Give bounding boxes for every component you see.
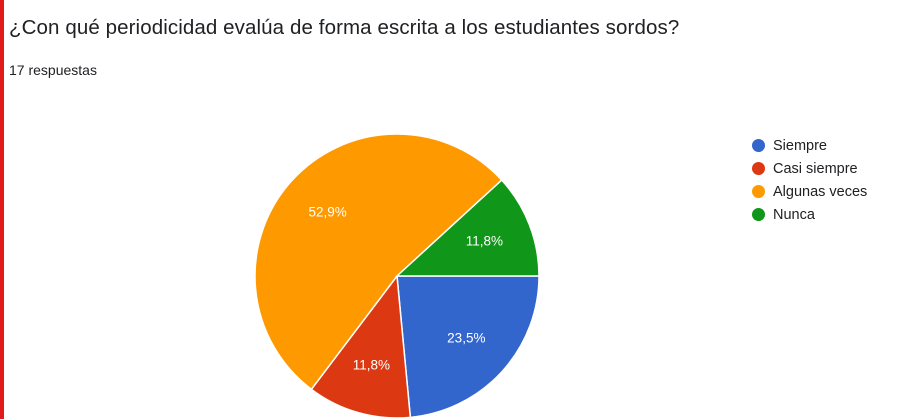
legend-swatch bbox=[752, 208, 765, 221]
question-title: ¿Con qué periodicidad evalúa de forma es… bbox=[9, 16, 680, 39]
pie-slice-casi-siempre[interactable] bbox=[310, 274, 412, 419]
slice-label-nunca: 11,8% bbox=[466, 234, 503, 249]
chart-legend: Siempre Casi siempre Algunas veces Nunca bbox=[752, 134, 867, 226]
legend-item-casi-siempre[interactable]: Casi siempre bbox=[752, 157, 867, 180]
legend-item-siempre[interactable]: Siempre bbox=[752, 134, 867, 157]
response-count: 17 respuestas bbox=[9, 62, 97, 78]
legend-label: Casi siempre bbox=[773, 160, 858, 177]
legend-swatch bbox=[752, 185, 765, 198]
slice-label-algunas-veces: 52,9% bbox=[309, 204, 347, 219]
legend-label: Siempre bbox=[773, 137, 827, 154]
legend-label: Algunas veces bbox=[773, 183, 868, 200]
legend-item-algunas-veces[interactable]: Algunas veces bbox=[752, 180, 867, 203]
slice-label-siempre: 23,5% bbox=[447, 331, 485, 346]
pie-slice-nunca[interactable] bbox=[395, 179, 540, 277]
left-accent-border bbox=[0, 0, 4, 419]
legend-swatch bbox=[752, 162, 765, 175]
slice-label-casi-siempre: 11,8% bbox=[353, 358, 390, 373]
legend-item-nunca[interactable]: Nunca bbox=[752, 203, 867, 226]
pie-slice-siempre[interactable] bbox=[396, 275, 540, 419]
pie-slice-algunas-veces[interactable] bbox=[254, 133, 503, 391]
legend-label: Nunca bbox=[773, 206, 815, 223]
legend-swatch bbox=[752, 139, 765, 152]
